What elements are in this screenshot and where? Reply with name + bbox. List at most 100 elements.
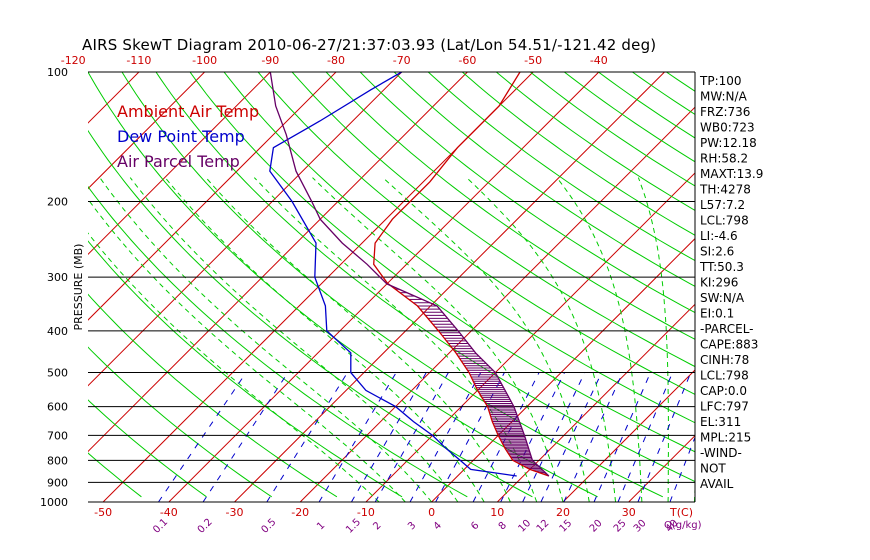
pressure-tick-label: 700 — [47, 429, 68, 442]
dry-adiabat-line — [359, 72, 695, 314]
dry-adiabat-line — [393, 72, 695, 287]
dry-adiabat-line — [291, 72, 695, 368]
top-temp-tick-label: -90 — [261, 54, 279, 67]
dry-adiabat-line — [257, 72, 695, 395]
stat-label: AVAIL — [700, 477, 734, 491]
dry-adiabat-line — [461, 72, 695, 236]
mixing-ratio-line — [500, 372, 565, 502]
dry-adiabat-line — [88, 72, 598, 498]
mixing-ratio-tick-label: 4 — [432, 520, 444, 532]
stat-label: LI:-4.6 — [700, 229, 738, 243]
mixing-ratio-tick-label: 0.5 — [260, 517, 279, 536]
moist-adiabat-line — [205, 177, 511, 502]
dry-adiabat-line — [223, 72, 695, 424]
stat-label: TT:50.3 — [699, 260, 744, 274]
isotherm-line — [562, 369, 695, 502]
bottom-temp-tick-label: -10 — [357, 506, 375, 519]
bottom-temp-tick-label: -20 — [291, 506, 309, 519]
moist-adiabat-line — [382, 177, 590, 502]
mixing-ratio-tick-label: 1 — [315, 520, 327, 532]
cape-hatch-area — [390, 285, 547, 475]
isotherm-line — [0, 72, 8, 502]
moist-adiabat-line — [99, 177, 432, 502]
stat-label: MPL:215 — [700, 431, 751, 445]
top-temp-tick-label: -100 — [192, 54, 217, 67]
pressure-tick-label: 500 — [47, 367, 68, 380]
bottom-temp-unit: T(C) — [669, 506, 693, 519]
y-axis-label: PRESSURE (MB) — [72, 244, 85, 331]
dry-adiabat-line — [155, 72, 695, 483]
mixing-ratio-line — [540, 372, 603, 502]
pressure-tick-label: 300 — [47, 271, 68, 284]
top-temp-tick-label: -80 — [327, 54, 345, 67]
isotherm-line — [88, 72, 205, 190]
isotherm-line — [365, 172, 695, 502]
mixing-ratio-tick-label: 0.2 — [196, 517, 215, 536]
stat-label: RH:58.2 — [700, 152, 748, 166]
dry-adiabat-line — [88, 129, 533, 498]
isotherm-line — [88, 72, 403, 387]
mixing-ratio-tick-label: 12 — [535, 518, 552, 535]
chart-title: AIRS SkewT Diagram 2010-06-27/21:37:03.9… — [82, 36, 657, 54]
dry-adiabat-line — [121, 72, 664, 498]
top-temp-tick-label: -40 — [590, 54, 608, 67]
stat-label: LCL:798 — [700, 369, 749, 383]
isotherm-line — [88, 72, 271, 256]
isotherm-line — [88, 72, 337, 321]
dry-adiabat-line — [88, 240, 403, 498]
legend: Ambient Air Temp Dew Point Temp Air Parcel… — [117, 102, 259, 171]
dry-adiabat-line — [88, 346, 272, 498]
mixing-ratio-unit: Q(g/kg) — [664, 520, 702, 531]
mixing-ratio-line — [409, 372, 482, 502]
moist-adiabat-line — [129, 177, 459, 502]
isotherm-line — [299, 106, 695, 502]
stat-label: FRZ:736 — [700, 105, 750, 119]
stat-label: EL:311 — [700, 415, 741, 429]
stat-label: SW:N/A — [700, 291, 745, 305]
moist-adiabat-line — [88, 232, 380, 502]
isotherm-line — [88, 72, 468, 453]
dry-adiabat-line — [529, 72, 695, 187]
moist-adiabat-line — [164, 177, 485, 502]
stat-label: WB0:723 — [700, 121, 755, 135]
stat-label: -WIND- — [700, 446, 742, 460]
mixing-ratio-line — [472, 372, 540, 502]
mixing-ratio-tick-label: 8 — [497, 520, 509, 532]
dry-adiabat-line — [325, 72, 695, 340]
pressure-tick-label: 900 — [47, 476, 68, 489]
mixing-ratio-tick-label: 15 — [558, 518, 575, 535]
legend-entry: Ambient Air Temp — [117, 102, 259, 121]
mixing-ratio-line — [593, 372, 651, 502]
moist-adiabat-line — [312, 177, 564, 502]
series-dew-point-temp — [269, 72, 517, 477]
stat-label: CAPE:883 — [700, 338, 758, 352]
top-temp-tick-label: -50 — [524, 54, 542, 67]
isotherm-line — [496, 303, 695, 502]
stat-label: PW:12.18 — [700, 136, 757, 150]
stat-label: EI:0.1 — [700, 307, 734, 321]
mixing-ratio-tick-label: 25 — [612, 518, 629, 535]
mixing-ratio-line — [158, 372, 247, 502]
pressure-tick-label: 600 — [47, 401, 68, 414]
pressure-tick-label: 100 — [47, 66, 68, 79]
legend-entry: Air Parcel Temp — [117, 152, 240, 171]
stat-label: SI:2.6 — [700, 245, 734, 259]
series-air-parcel-temp — [269, 72, 550, 477]
bottom-temp-tick-label: -50 — [94, 506, 112, 519]
mixing-ratio-line — [563, 372, 624, 502]
mixing-ratio-tick-label: 20 — [588, 518, 605, 535]
bottom-temp-tick-label: 30 — [622, 506, 636, 519]
mixing-ratio-line — [637, 372, 692, 502]
top-temp-tick-label: -60 — [458, 54, 476, 67]
moist-adiabat-line — [466, 177, 617, 502]
top-temp-tick-label: -120 — [61, 54, 86, 67]
isotherm-line — [826, 72, 870, 502]
stat-label: NOT — [700, 462, 726, 476]
mixing-ratio-tick-label: 6 — [469, 520, 481, 532]
isotherm-line — [760, 72, 870, 502]
dry-adiabat-line — [88, 293, 338, 498]
stat-label: L57:7.2 — [700, 198, 745, 212]
legend-entry: Dew Point Temp — [117, 127, 245, 146]
